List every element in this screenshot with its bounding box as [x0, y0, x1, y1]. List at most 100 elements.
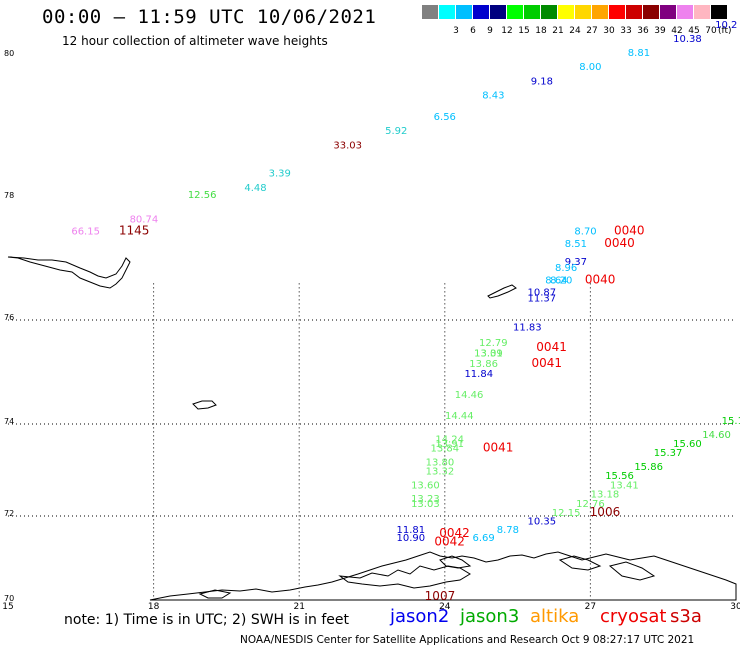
wave-height-value: 13.86: [469, 359, 498, 370]
axis-tick-labels: 15 18 21 24 27 30 80 78 76 74 72 70: [2, 49, 740, 612]
pass-time-labels: 1145 004000400040004100410041100600420042…: [119, 224, 645, 603]
legend-swatch: [575, 5, 591, 19]
wave-height-value: 11.37: [528, 294, 557, 305]
pass-time-label: 0041: [531, 356, 562, 370]
legend-swatch: [677, 5, 693, 19]
wave-height-value: 12.79: [479, 338, 508, 349]
legend-label: 39: [654, 26, 666, 36]
legend-unit: (ft): [718, 26, 732, 36]
legend-label: 42: [671, 26, 683, 36]
pass-time-label: 0040: [604, 236, 635, 250]
wave-height-value: 80.74: [130, 214, 159, 225]
wave-height-value: 15.60: [673, 439, 702, 450]
legend-swatch: [507, 5, 523, 19]
lon-tick-label: 21: [293, 602, 304, 612]
coastline-islands-2: [198, 589, 232, 599]
wave-height-value: 8.70: [574, 227, 596, 238]
lat-tick-label: 78: [4, 191, 14, 200]
legend-swatch: [541, 5, 557, 19]
wave-height-value: 13.84: [430, 444, 459, 455]
wave-height-value: 10.90: [397, 533, 426, 544]
wave-height-value: 12.56: [188, 190, 217, 201]
footer-credit: NOAA/NESDIS Center for Satellite Applica…: [240, 634, 695, 646]
wave-height-value: 11.81: [397, 525, 426, 536]
wave-height-value: 11.84: [464, 369, 493, 380]
wave-height-value: 8.20: [550, 275, 572, 286]
lat-tick-label: 74: [4, 417, 14, 426]
map-title: 00:00 – 11:59 UTC 10/06/2021: [42, 6, 377, 28]
coastline-svalbard: [7, 256, 131, 289]
wave-height-value: 14.46: [455, 390, 484, 401]
wave-height-value: 8.64: [545, 275, 567, 286]
legend-label: 6: [470, 26, 476, 36]
lat-tick-label: 80: [4, 49, 14, 58]
wave-height-value: 6.56: [434, 112, 456, 123]
lon-tick-label: 15: [2, 602, 13, 612]
pass-time-label: 0040: [614, 224, 645, 238]
legend-swatch: [592, 5, 608, 19]
wave-height-value: 13.23: [411, 494, 440, 505]
wave-height-value: 3.39: [269, 169, 291, 180]
satellite-name-cryosat: cryosat: [600, 606, 667, 627]
wave-height-observations: 66.15 80.74 12.56 4.483.39 33.03 5.92 6.56 8.43…: [71, 20, 740, 544]
map-subtitle: 12 hour collection of altimeter wave hei…: [62, 34, 328, 48]
legend-label: 36: [637, 26, 649, 36]
coastline-bear-island: [192, 400, 217, 410]
wave-height-value: 8.00: [579, 62, 601, 73]
satellite-name-s3a: s3a: [670, 606, 702, 627]
pass-time-label: 0042: [434, 534, 465, 548]
pass-time-label: 1006: [590, 505, 621, 519]
satellite-name-jason2: jason2: [390, 606, 450, 627]
wave-height-value: 15.37: [654, 448, 683, 459]
lon-tick-label: 18: [148, 602, 160, 612]
lat-tick-label: 70: [4, 594, 14, 603]
wave-height-value: 8.51: [565, 239, 587, 250]
legend-label: 12: [501, 26, 513, 36]
legend-label: 33: [620, 26, 632, 36]
legend-label: 24: [569, 26, 581, 36]
pass-time-label: 1145: [119, 224, 150, 238]
legend-label: 15: [518, 26, 530, 36]
wave-height-value: 8.43: [482, 91, 504, 102]
wave-height-value: 11.83: [513, 322, 542, 333]
wave-height-value: 4.48: [244, 183, 266, 194]
legend-swatch: [558, 5, 574, 19]
footer-note: note: 1) Time is in UTC; 2) SWH is in fe…: [64, 612, 350, 628]
coastline-islands-4: [608, 561, 656, 581]
wave-height-value: 10.35: [528, 516, 557, 527]
wave-height-value: 13.09: [474, 348, 503, 359]
pass-time-label: 0042: [439, 526, 470, 540]
legend-swatch: [456, 5, 472, 19]
legend-swatch: [694, 5, 710, 19]
wave-height-value: 13.80: [426, 457, 455, 468]
wave-height-value: 8.78: [497, 525, 519, 536]
satellite-name-altika: altika: [530, 606, 580, 627]
coastlines: [7, 256, 737, 601]
pass-time-label: 0041: [536, 340, 567, 354]
wave-height-value: 15.86: [634, 462, 663, 473]
wave-height-value: 9.18: [531, 76, 553, 87]
coastline-fjords: [338, 565, 471, 589]
wave-height-value: 5.92: [385, 126, 407, 137]
wave-height-value: 15.16: [722, 416, 740, 427]
pass-time-label: 0040: [585, 272, 616, 286]
legend-label: 21: [552, 26, 564, 36]
wave-height-value: 8.81: [628, 48, 650, 59]
wave-height-value: 14.60: [702, 430, 731, 441]
legend-swatch: [490, 5, 506, 19]
wave-height-value: 33.03: [333, 140, 362, 151]
satellite-name-jason3: jason3: [460, 606, 520, 627]
wave-height-value: 10.87: [528, 288, 557, 299]
legend-swatch: [609, 5, 625, 19]
wave-height-value: 13.31: [474, 348, 503, 359]
wave-height-value: 10.38: [673, 34, 702, 45]
legend-label: 9: [487, 26, 493, 36]
legend-label: 18: [535, 26, 547, 36]
legend-label: 30: [603, 26, 615, 36]
wave-height-value: 15.56: [605, 471, 634, 482]
wave-height-value: 13.03: [411, 499, 440, 510]
wave-height-value: 14.44: [445, 411, 474, 422]
pass-time-label: 0041: [483, 441, 514, 455]
legend-swatch: [473, 5, 489, 19]
